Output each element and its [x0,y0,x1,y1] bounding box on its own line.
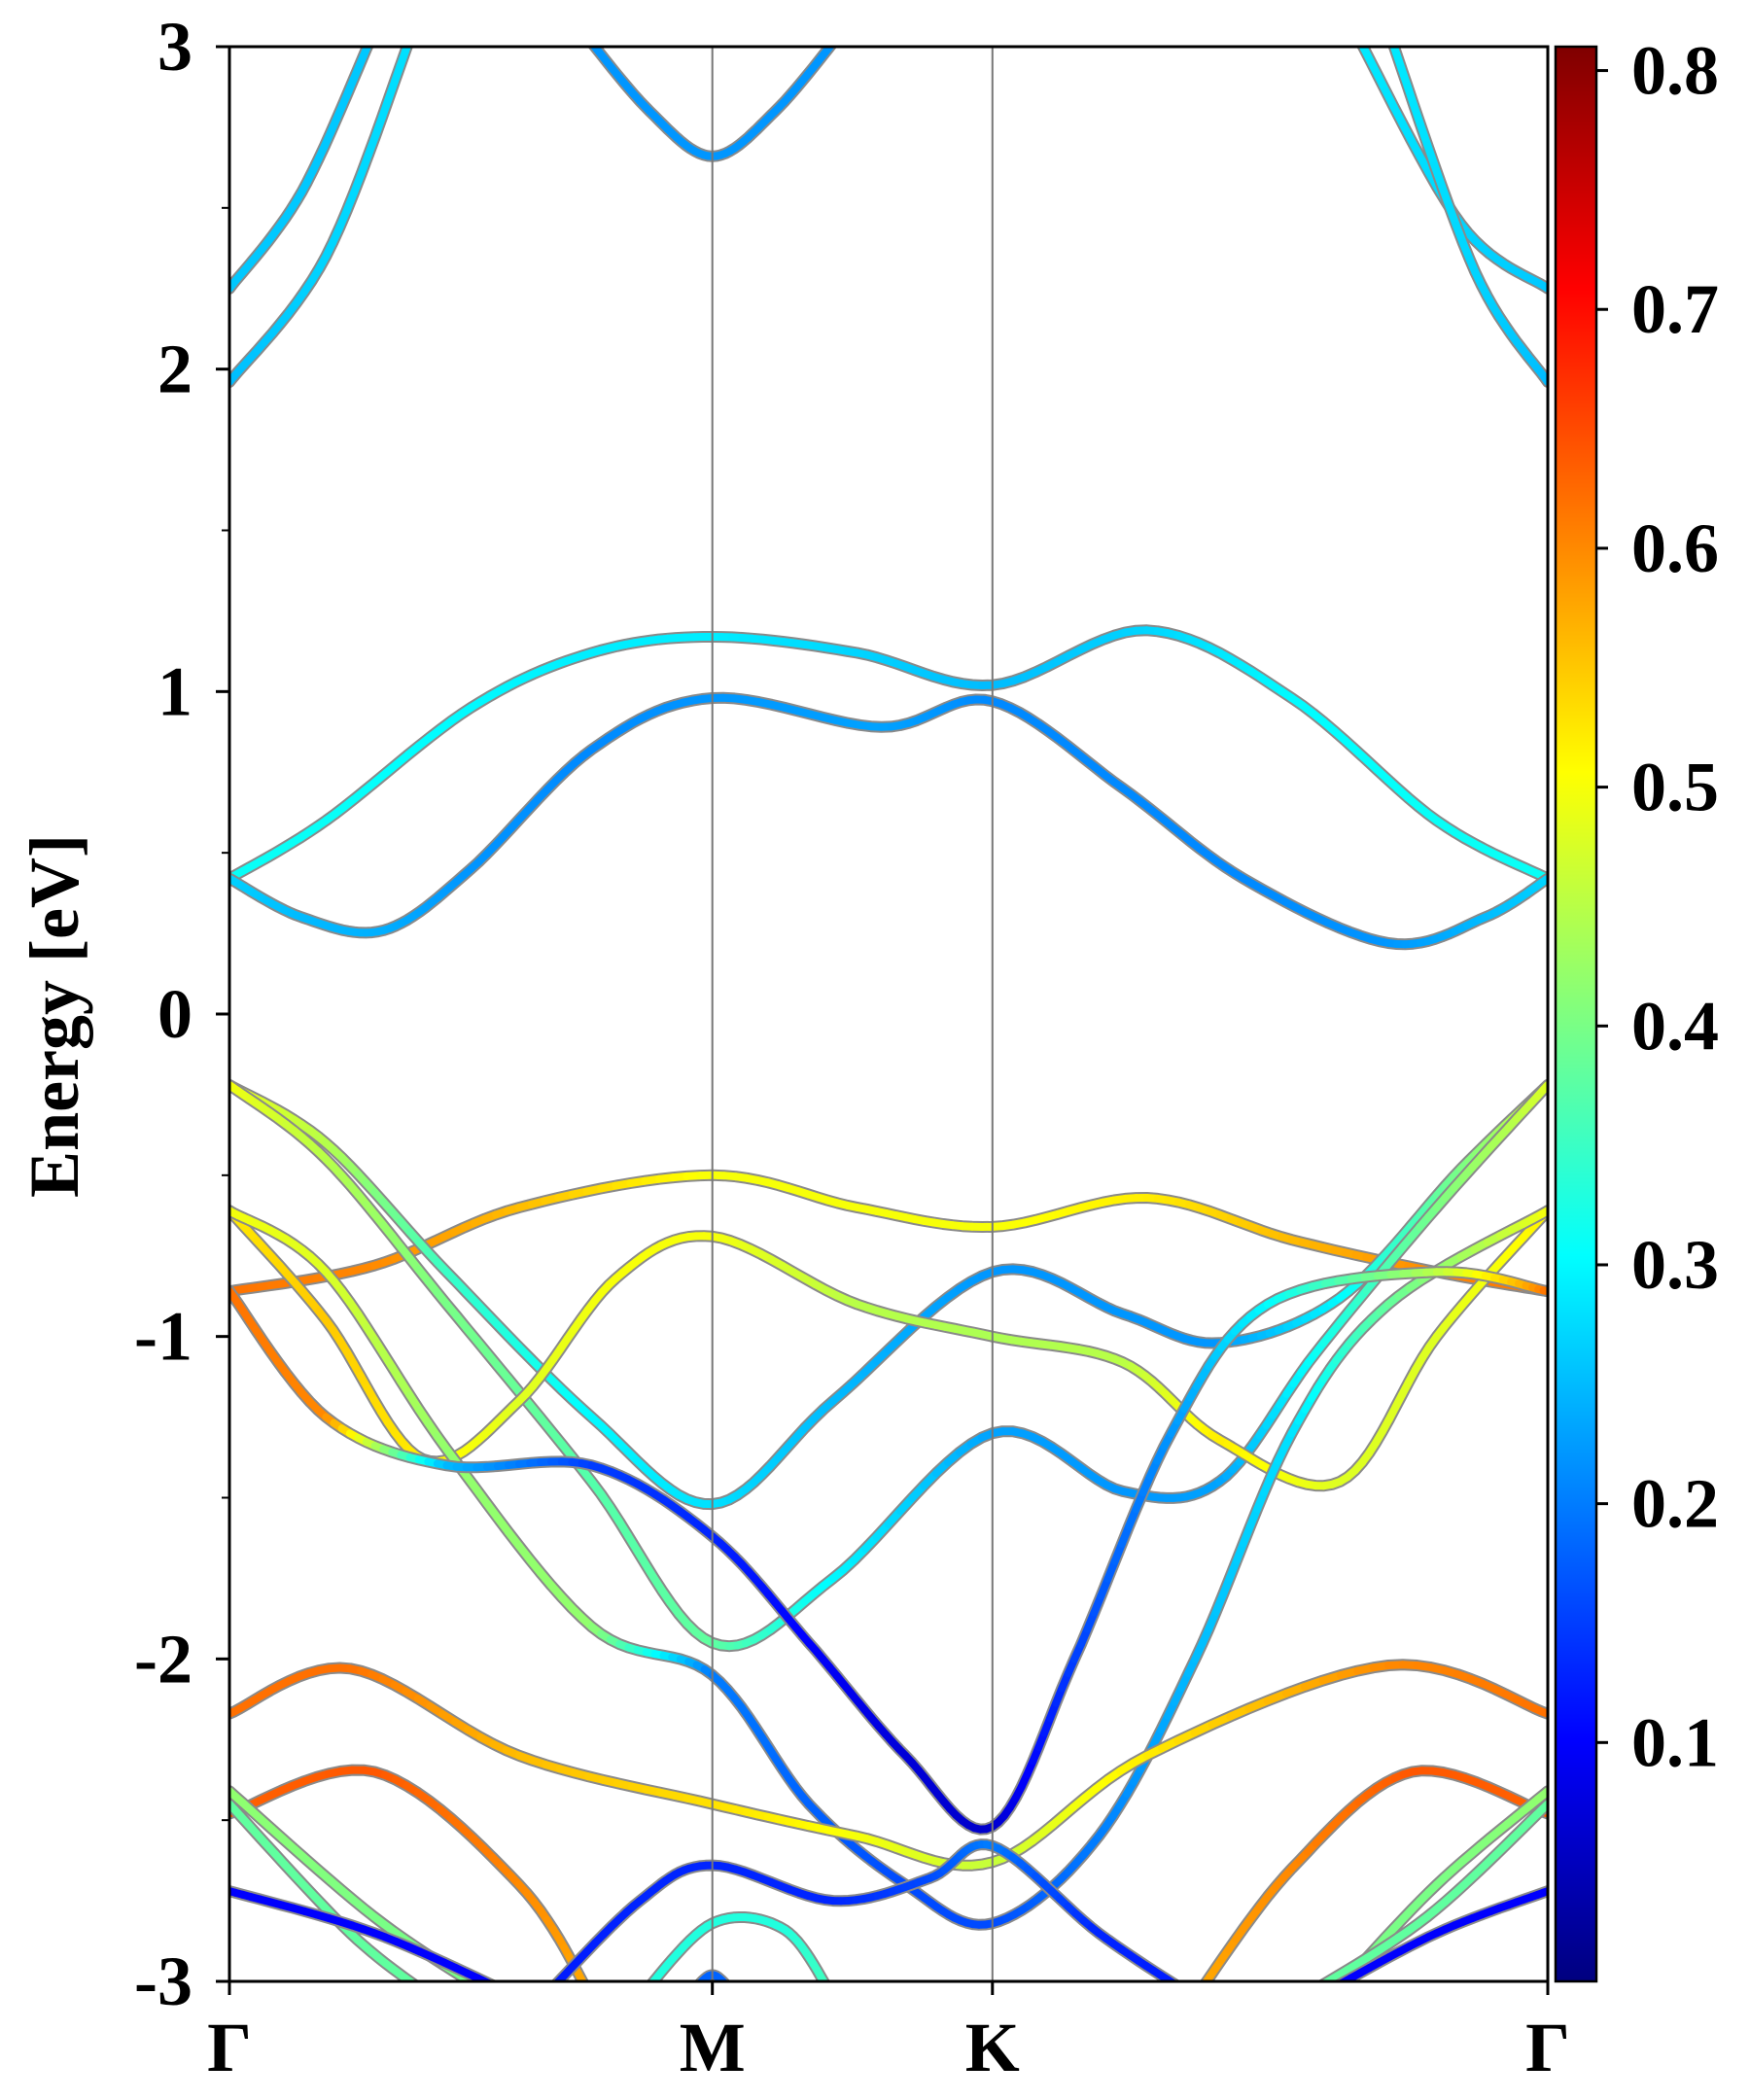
y-tick-label: 2 [158,331,192,408]
colorbar-tick-label: 0.7 [1631,270,1719,348]
y-tick-label: -1 [134,1298,192,1376]
x-tick-label: Γ [207,2009,252,2086]
y-axis: -3 -2 -1 0 1 2 3 [134,8,229,2020]
y-axis-title: Energy [eV] [16,834,93,1198]
x-tick-label: M [680,2009,746,2086]
y-tick-label: 3 [158,8,192,86]
high-symmetry-lines [711,47,994,1981]
colorbar-tick-label: 0.6 [1631,509,1719,587]
band-13 [229,1659,1548,1872]
y-tick-label: -3 [134,1942,192,2020]
y-tick-label: -2 [134,1620,192,1698]
band-0 [229,47,374,295]
x-tick-label: K [965,2009,1020,2086]
band-15 [1199,1765,1548,1981]
band-6 [229,691,1548,951]
colorbar-tick-label: 0.8 [1631,32,1719,110]
band-21 [550,1838,1181,1981]
band-19 [1316,1798,1548,1981]
band-1 [229,47,414,388]
band-4 [1387,47,1548,388]
plot-frame [228,45,1550,1983]
colorbar-tick-label: 0.4 [1631,987,1719,1065]
colorbar [1554,45,1598,1983]
colorbar-tick-label: 0.1 [1631,1703,1719,1781]
band-9 [229,1079,1548,1653]
band-12 [229,1266,1548,1836]
colorbar-tick-label: 0.5 [1631,749,1719,826]
band-17 [229,1798,420,1981]
band-8 [229,1079,1548,1511]
band-lines [229,47,1548,1981]
colorbar-axis: 0.1 0.2 0.3 0.4 0.5 0.6 0.7 0.8 [1596,32,1719,1781]
band-20 [229,1885,499,1981]
band-5 [229,624,1548,885]
band-14 [229,1764,589,1981]
colorbar-tick-label: 0.3 [1631,1226,1719,1304]
band-3 [1356,47,1548,295]
x-tick-label: Γ [1525,2009,1570,2086]
y-tick-label: 0 [158,975,192,1053]
colorbar-tick-label: 0.2 [1631,1465,1719,1543]
band-23 [646,1911,830,1981]
y-tick-label: 1 [158,652,192,730]
